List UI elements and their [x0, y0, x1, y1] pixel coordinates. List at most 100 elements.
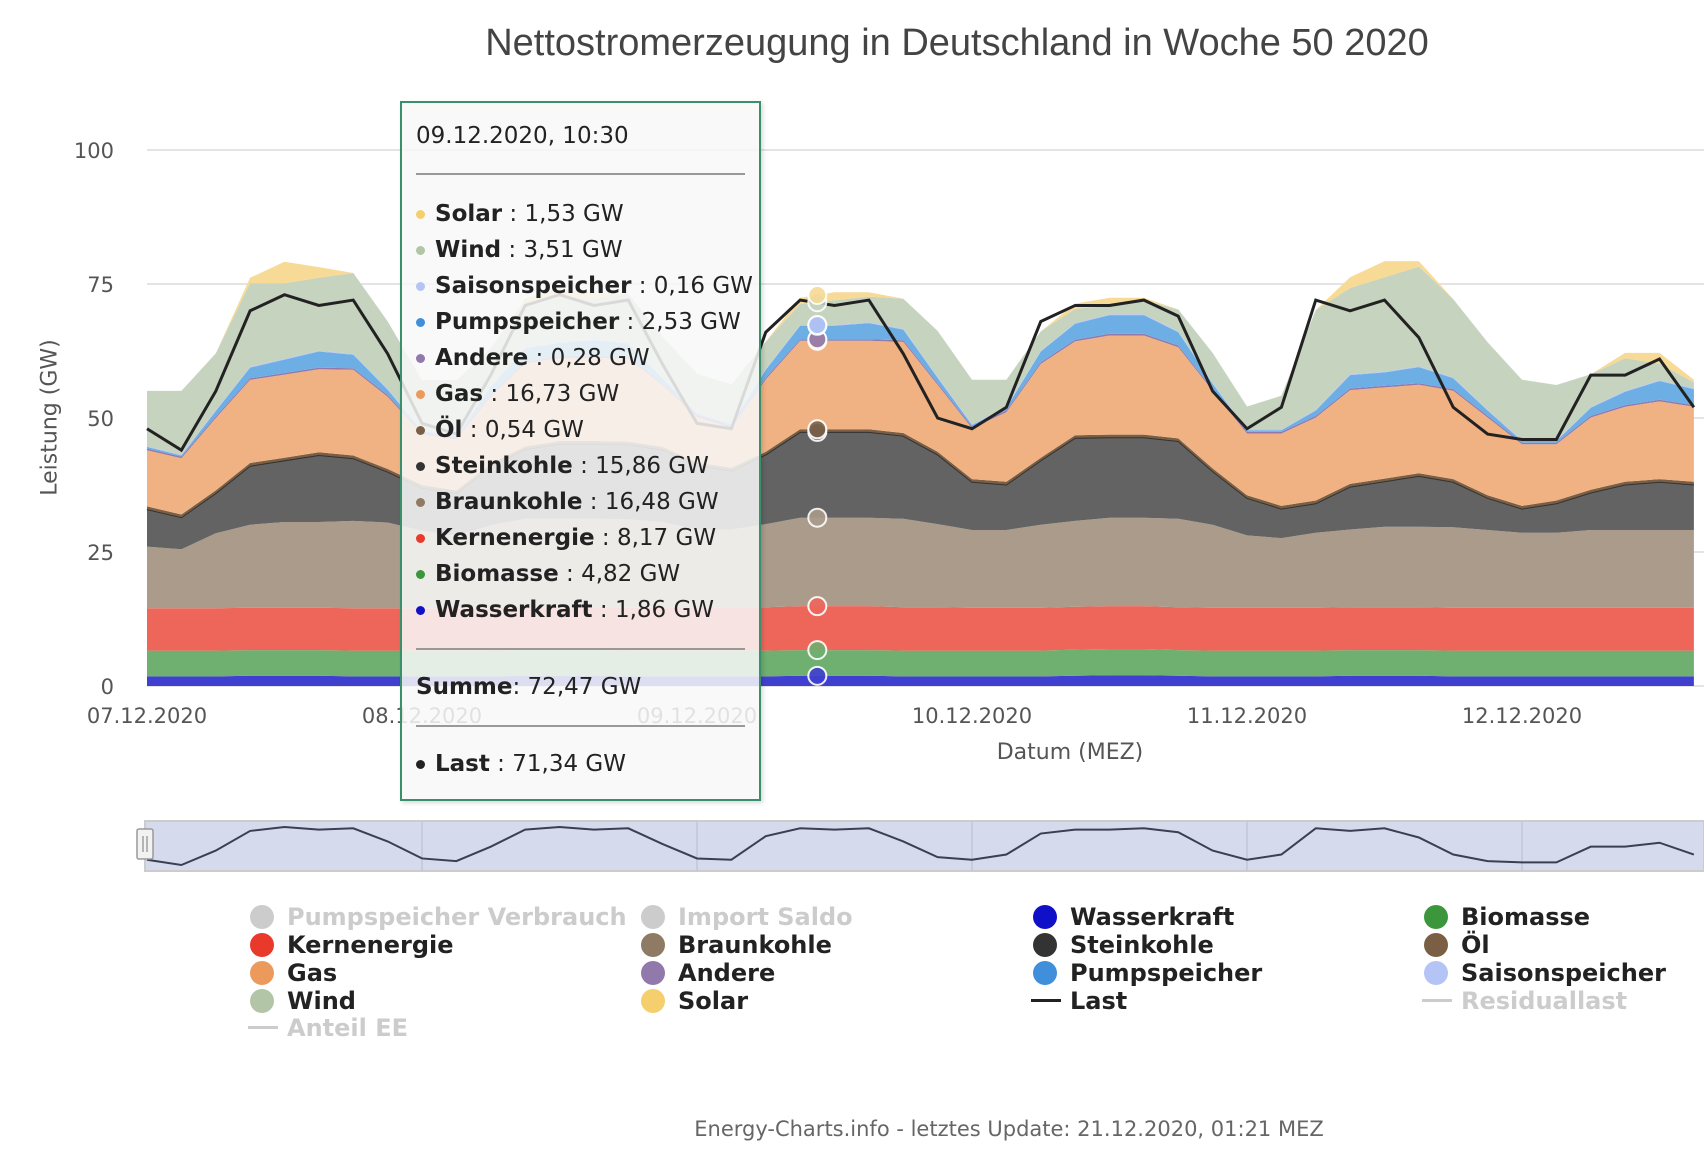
item-label: Solar — [435, 201, 503, 227]
circle-swatch-icon — [250, 989, 274, 1013]
item-label: Biomasse — [435, 561, 559, 587]
item-value: 3,51 GW — [523, 237, 623, 263]
area-braunkohle[interactable] — [147, 517, 1694, 609]
legend-label: Pumpspeicher — [1070, 959, 1263, 987]
legend-item-wind[interactable]: Wind — [250, 987, 356, 1015]
marker-saisonspeicher — [807, 315, 828, 336]
legend-item-import-saldo[interactable]: Import Saldo — [641, 903, 853, 931]
item-label: Braunkohle — [435, 489, 583, 515]
tooltip-date: 09.12.2020, 10:30 — [416, 123, 629, 149]
legend-item-andere[interactable]: Andere — [641, 959, 775, 987]
line-swatch-icon — [248, 1026, 278, 1029]
last-dot-icon — [416, 760, 425, 769]
legend-item-wasserkraft[interactable]: Wasserkraft — [1033, 903, 1234, 931]
legend-item-saisonspeicher[interactable]: Saisonspeicher — [1424, 959, 1666, 987]
legend-label: Residuallast — [1461, 987, 1628, 1015]
legend-item-biomasse[interactable]: Biomasse — [1424, 903, 1590, 931]
area-kernenergie[interactable] — [147, 606, 1694, 651]
series-dot-icon — [416, 498, 425, 507]
legend-item-kernenergie[interactable]: Kernenergie — [250, 931, 454, 959]
circle-swatch-icon — [641, 989, 665, 1013]
item-value: 15,86 GW — [595, 453, 709, 479]
legend-item-pumpspeicher[interactable]: Pumpspeicher — [1033, 959, 1262, 987]
circle-swatch-icon — [641, 933, 665, 957]
legend-label: Wind — [287, 987, 356, 1015]
footer-credit: Energy-Charts.info - letztes Update: 21.… — [694, 1117, 1324, 1141]
tooltip-item: Wasserkraft : 1,86 GW — [416, 597, 714, 623]
legend-item-braunkohle[interactable]: Braunkohle — [641, 931, 832, 959]
tooltip-item: Kernenergie : 8,17 GW — [416, 525, 716, 551]
item-label: Wind — [435, 237, 502, 263]
circle-swatch-icon — [250, 905, 274, 929]
circle-swatch-icon — [250, 961, 274, 985]
circle-swatch-icon — [1424, 905, 1448, 929]
area-wasserkraft[interactable] — [147, 675, 1694, 686]
legend-label: Biomasse — [1461, 903, 1591, 931]
legend-label: Anteil EE — [287, 1014, 409, 1042]
marker-öl — [807, 419, 828, 440]
item-value: 8,17 GW — [616, 525, 717, 551]
y-tick-label: 100 — [74, 139, 114, 163]
y-axis-label: Leistung (GW) — [37, 339, 63, 496]
sum-label: Summe — [416, 674, 513, 700]
item-value: 0,28 GW — [550, 345, 650, 371]
marker-braunkohle — [807, 507, 828, 528]
item-value: 0,54 GW — [484, 417, 584, 443]
legend-item-solar[interactable]: Solar — [641, 987, 748, 1015]
legend-label: Saisonspeicher — [1461, 959, 1666, 987]
legend-item-steinkohle[interactable]: Steinkohle — [1033, 931, 1214, 959]
tooltip-item: Pumpspeicher : 2,53 GW — [416, 309, 741, 335]
series-dot-icon — [416, 570, 425, 579]
y-tick-label: 50 — [87, 407, 114, 431]
chart-title: Nettostromerzeugung in Deutschland in Wo… — [485, 22, 1429, 64]
item-label: Öl — [435, 417, 463, 443]
tooltip: 09.12.2020, 10:30 Solar : 1,53 GW Wind : … — [400, 101, 761, 801]
item-label: Gas — [435, 381, 484, 407]
divider — [416, 725, 745, 727]
legend-label: Braunkohle — [678, 931, 832, 959]
legend-label: Kernenergie — [287, 931, 454, 959]
tooltip-item: Biomasse : 4,82 GW — [416, 561, 680, 587]
legend-item-pumpspeicher-verbrauch[interactable]: Pumpspeicher Verbrauch — [250, 903, 627, 931]
legend-item-anteil-ee[interactable]: Anteil EE — [248, 1014, 408, 1042]
navigator-handle-left[interactable] — [136, 828, 154, 860]
legend-label: Andere — [678, 959, 776, 987]
y-tick-label: 25 — [87, 541, 114, 565]
item-value: 1,53 GW — [524, 201, 624, 227]
line-swatch-icon — [1422, 999, 1452, 1002]
x-axis-label: Datum (MEZ) — [996, 740, 1144, 765]
chart-area[interactable]: 025507510007.12.202008.12.202009.12.2020… — [0, 0, 1704, 900]
line-swatch-icon — [1031, 999, 1061, 1002]
tooltip-item: Wind : 3,51 GW — [416, 237, 623, 263]
tooltip-item: Gas : 16,73 GW — [416, 381, 619, 407]
item-value: 16,48 GW — [604, 489, 719, 515]
circle-swatch-icon — [1424, 933, 1448, 957]
x-tick-label: 07.12.2020 — [87, 704, 207, 728]
last-value: 71,34 GW — [512, 751, 626, 777]
x-tick-label: 10.12.2020 — [912, 704, 1032, 728]
x-tick-label: 12.12.2020 — [1462, 704, 1582, 728]
circle-swatch-icon — [1033, 961, 1057, 985]
y-tick-label: 0 — [101, 675, 114, 699]
circle-swatch-icon — [1033, 933, 1057, 957]
item-value: 16,73 GW — [505, 381, 620, 407]
legend-item-last[interactable]: Last — [1031, 987, 1127, 1015]
y-tick-label: 75 — [87, 273, 114, 297]
legend-item-residuallast[interactable]: Residuallast — [1422, 987, 1627, 1015]
navigator-series — [146, 825, 1695, 867]
tooltip-item: Saisonspeicher : 0,16 GW — [416, 273, 753, 299]
circle-swatch-icon — [641, 961, 665, 985]
legend-item-öl[interactable]: Öl — [1424, 931, 1490, 959]
tooltip-sum: Summe: 72,47 GW — [416, 674, 642, 700]
tooltip-item: Andere : 0,28 GW — [416, 345, 650, 371]
legend-label: Gas — [287, 959, 338, 987]
navigator[interactable] — [144, 820, 1704, 872]
item-value: 0,16 GW — [653, 273, 753, 299]
tooltip-item: Steinkohle : 15,86 GW — [416, 453, 709, 479]
area-biomasse[interactable] — [147, 649, 1694, 677]
series-dot-icon — [416, 606, 425, 615]
legend-label: Last — [1070, 987, 1128, 1015]
legend-item-gas[interactable]: Gas — [250, 959, 337, 987]
item-label: Kernenergie — [435, 525, 595, 551]
series-dot-icon — [416, 210, 425, 219]
